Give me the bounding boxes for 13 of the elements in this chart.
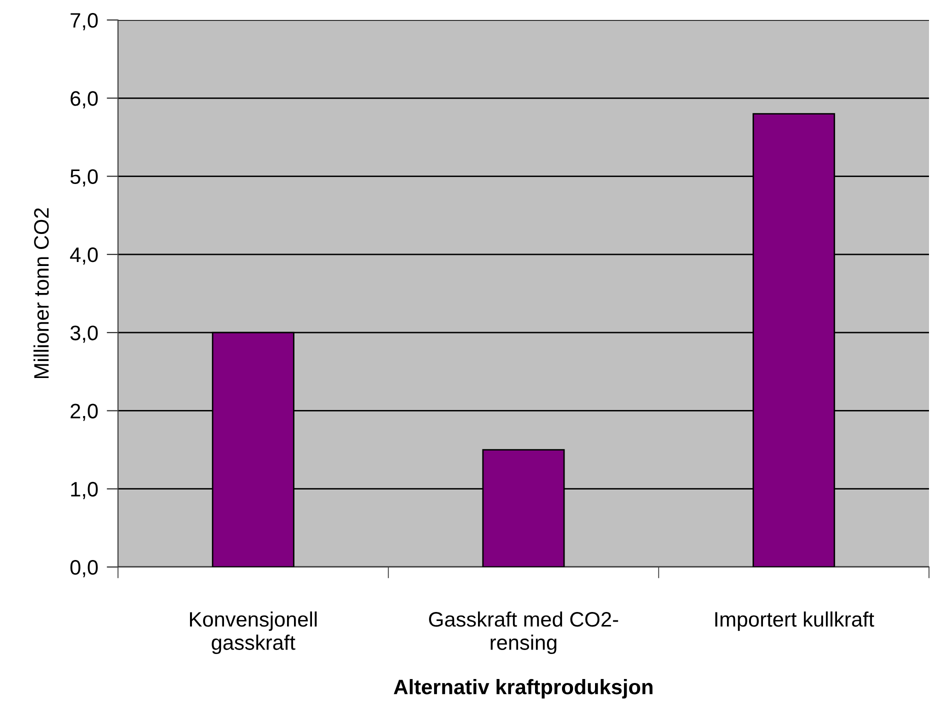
y-tick-label: 4,0 (70, 247, 98, 265)
y-tick-label: 7,0 (70, 13, 98, 30)
y-tick-label: 1,0 (71, 482, 98, 500)
y-tick-label: 2,0 (70, 404, 98, 421)
y-tick-label: 0,0 (70, 560, 98, 578)
x-axis-title: Alternativ kraftproduksjon (394, 679, 652, 698)
x-tick-label: Gasskraft med CO2- rensing (429, 611, 618, 654)
y-axis-title: Millioner tonn CO2 (34, 208, 49, 378)
y-tick-label: 5,0 (70, 169, 98, 186)
y-tick-label: 3,0 (70, 326, 98, 343)
y-tick-label: 6,0 (70, 91, 98, 108)
x-tick-label: Importert kullkraft (715, 611, 874, 631)
x-tick-label: Konvensjonell gasskraft (190, 611, 317, 654)
